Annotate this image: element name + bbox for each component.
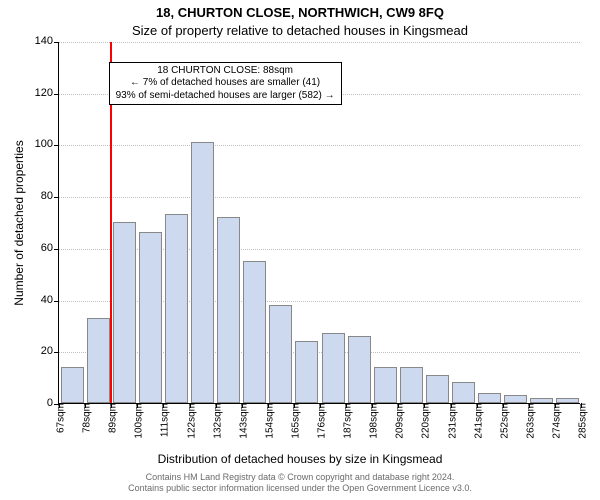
histogram-bar [269, 305, 292, 403]
histogram-bar [243, 261, 266, 403]
xtick-label: 122sqm [182, 403, 197, 439]
histogram-bar [504, 395, 527, 403]
gridline [59, 352, 580, 353]
chart-footer: Contains HM Land Registry data © Crown c… [0, 472, 600, 494]
y-axis-label-text: Number of detached properties [12, 140, 26, 305]
histogram-bar [217, 217, 240, 403]
ytick-label: 20 [41, 345, 59, 357]
histogram-bar [139, 232, 162, 403]
xtick-label: 143sqm [234, 403, 249, 439]
gridline [59, 145, 580, 146]
xtick-label: 132sqm [208, 403, 223, 439]
xtick-label: 241sqm [469, 403, 484, 439]
xtick-label: 198sqm [365, 403, 380, 439]
histogram-bar [191, 142, 214, 403]
footer-line-2: Contains public sector information licen… [0, 483, 600, 494]
xtick-label: 89sqm [104, 403, 119, 433]
xtick-label: 187sqm [339, 403, 354, 439]
xtick-label: 67sqm [52, 403, 67, 433]
xtick-label: 165sqm [286, 403, 301, 439]
histogram-bar [556, 398, 579, 403]
gridline [59, 249, 580, 250]
histogram-bar [426, 375, 449, 403]
ytick-label: 120 [35, 87, 59, 99]
annotation-box: 18 CHURTON CLOSE: 88sqm← 7% of detached … [109, 62, 342, 106]
gridline [59, 42, 580, 43]
xtick-label: 111sqm [156, 403, 171, 437]
histogram-bar [348, 336, 371, 403]
annotation-line: 93% of semi-detached houses are larger (… [116, 90, 335, 103]
xtick-label: 252sqm [495, 403, 510, 439]
annotation-line: ← 7% of detached houses are smaller (41) [116, 77, 335, 90]
xtick-label: 209sqm [391, 403, 406, 439]
ytick-label: 40 [41, 294, 59, 306]
xtick-label: 78sqm [78, 403, 93, 433]
xtick-label: 176sqm [313, 403, 328, 439]
xtick-label: 100sqm [130, 403, 145, 439]
xtick-label: 231sqm [443, 403, 458, 439]
ytick-label: 140 [35, 35, 59, 47]
histogram-bar [113, 222, 136, 403]
histogram-bar [452, 382, 475, 403]
histogram-bar [295, 341, 318, 403]
histogram-bar [322, 333, 345, 403]
ytick-label: 60 [41, 242, 59, 254]
chart-plot-area: 02040608010012014067sqm78sqm89sqm100sqm1… [58, 42, 580, 404]
gridline [59, 301, 580, 302]
histogram-bar [165, 214, 188, 403]
xtick-label: 220sqm [417, 403, 432, 439]
y-axis-label: Number of detached properties [12, 58, 26, 223]
histogram-bar [530, 398, 553, 403]
histogram-bar [61, 367, 84, 403]
ytick-label: 100 [35, 138, 59, 150]
chart-title-address: 18, CHURTON CLOSE, NORTHWICH, CW9 8FQ [0, 5, 600, 20]
ytick-label: 80 [41, 190, 59, 202]
footer-line-1: Contains HM Land Registry data © Crown c… [0, 472, 600, 483]
chart-subtitle: Size of property relative to detached ho… [0, 23, 600, 38]
xtick-label: 274sqm [547, 403, 562, 439]
annotation-line: 18 CHURTON CLOSE: 88sqm [116, 65, 335, 78]
histogram-bar [374, 367, 397, 403]
histogram-bar [87, 318, 110, 403]
histogram-bar [400, 367, 423, 403]
gridline [59, 197, 580, 198]
xtick-label: 154sqm [260, 403, 275, 439]
x-axis-label: Distribution of detached houses by size … [0, 452, 600, 466]
xtick-label: 263sqm [521, 403, 536, 439]
histogram-bar [478, 393, 501, 403]
xtick-label: 285sqm [574, 403, 589, 439]
